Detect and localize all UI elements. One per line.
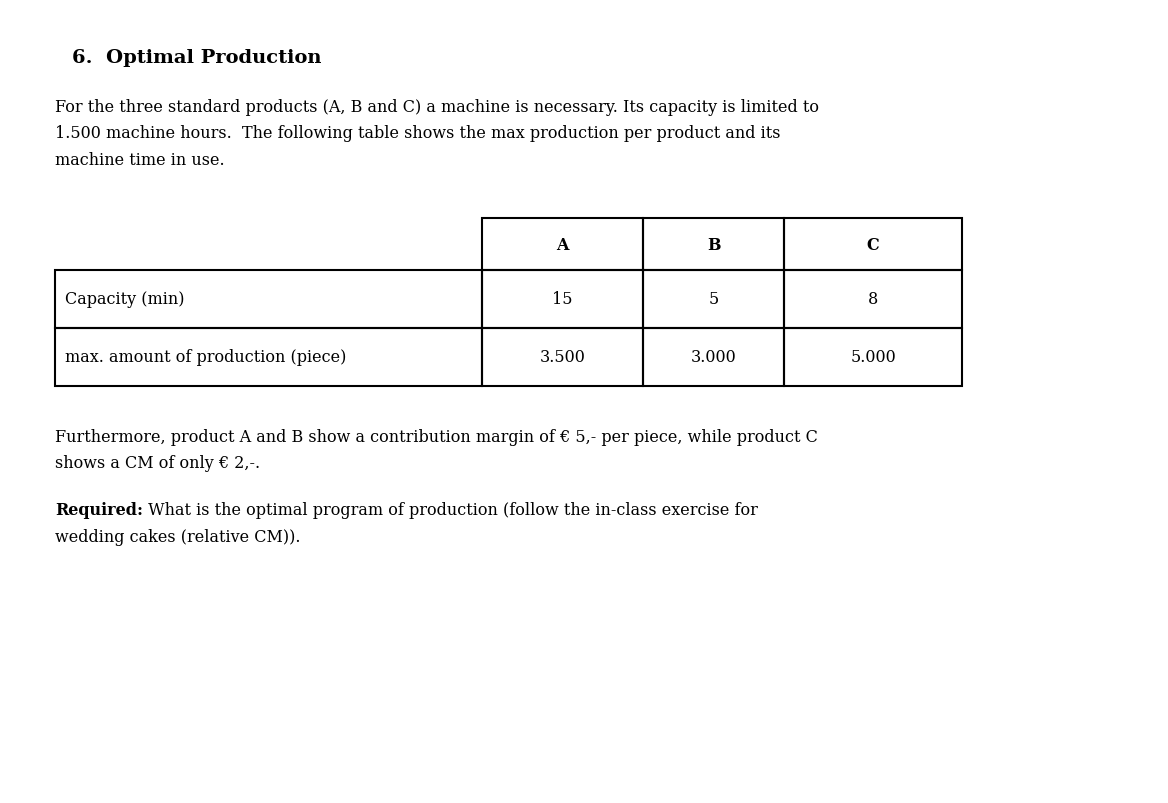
Text: machine time in use.: machine time in use. (55, 152, 224, 169)
Text: 5: 5 (708, 291, 718, 308)
Text: B: B (707, 236, 721, 253)
Text: Capacity (min): Capacity (min) (65, 291, 185, 308)
Text: 5.000: 5.000 (850, 349, 896, 366)
Text: 3.000: 3.000 (690, 349, 736, 366)
Text: max. amount of production (piece): max. amount of production (piece) (65, 349, 347, 366)
Text: 15: 15 (552, 291, 572, 308)
Text: wedding cakes (relative CM)).: wedding cakes (relative CM)). (55, 528, 300, 544)
Text: Furthermore, product A and B show a contribution margin of € 5,- per piece, whil: Furthermore, product A and B show a cont… (55, 429, 818, 446)
Text: A: A (556, 236, 569, 253)
Text: C: C (867, 236, 880, 253)
Text: 3.500: 3.500 (540, 349, 585, 366)
Text: 8: 8 (868, 291, 878, 308)
Text: 1.500 machine hours.  The following table shows the max production per product a: 1.500 machine hours. The following table… (55, 125, 780, 142)
Text: Required:: Required: (55, 501, 142, 519)
Text: What is the optimal program of production (follow the in-class exercise for: What is the optimal program of productio… (142, 501, 758, 519)
Text: 6.  Optimal Production: 6. Optimal Production (72, 49, 321, 67)
Text: For the three standard products (A, B and C) a machine is necessary. Its capacit: For the three standard products (A, B an… (55, 99, 819, 116)
Text: shows a CM of only € 2,-.: shows a CM of only € 2,-. (55, 455, 260, 472)
